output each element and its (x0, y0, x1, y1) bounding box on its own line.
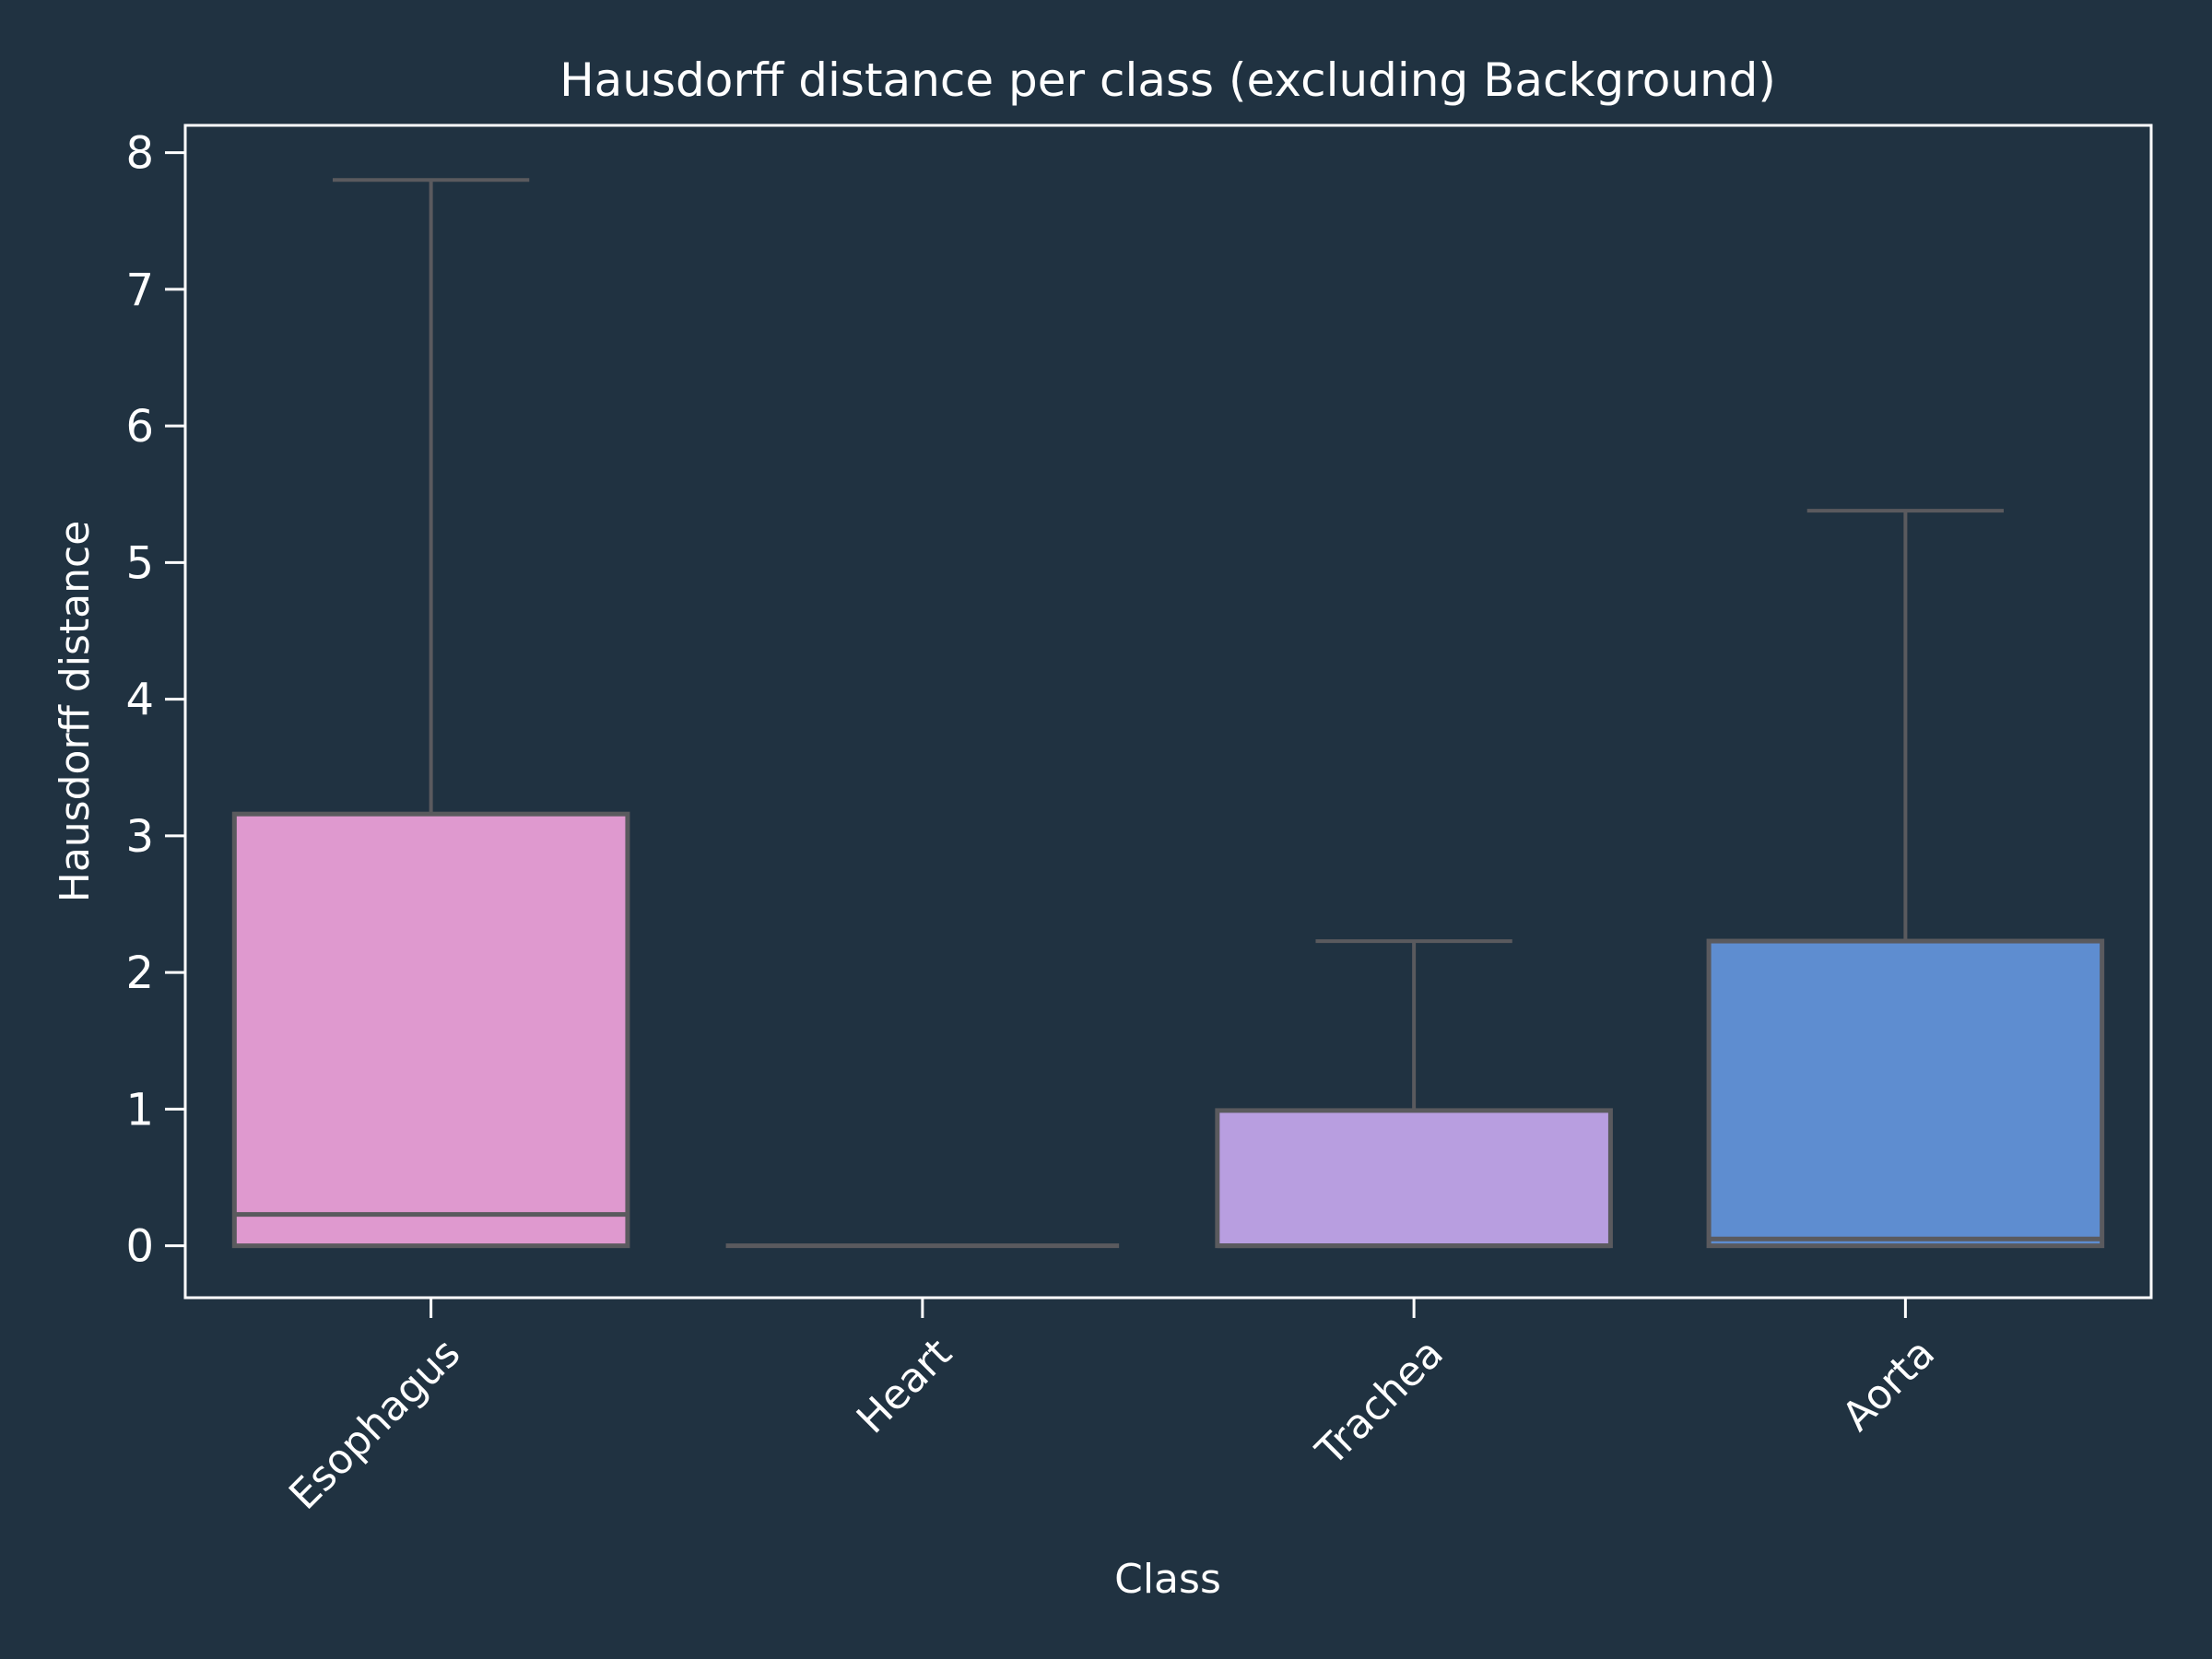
y-tick-label: 2 (125, 947, 154, 999)
y-tick-label: 4 (125, 675, 154, 726)
axes-frame (183, 124, 2153, 1300)
box-group-esophagus (231, 178, 630, 1249)
chart-title: Hausdorff distance per class (excluding … (559, 53, 1776, 107)
y-tick-label: 7 (125, 265, 154, 316)
box (1215, 1108, 1613, 1249)
box (231, 811, 630, 1249)
box-group-aorta (1706, 509, 2105, 1249)
y-tick-label: 5 (125, 537, 154, 589)
y-tick-label: 8 (125, 128, 154, 180)
box (1706, 938, 2105, 1249)
x-axis-label: Class (1114, 1556, 1221, 1603)
plot-layer (231, 178, 2105, 1249)
box-group-trachea (1215, 939, 1613, 1249)
y-tick-label: 3 (125, 811, 154, 863)
y-axis-label: Hausdorff distance (52, 521, 99, 903)
y-tick-label: 6 (125, 401, 154, 453)
y-tick-label: 0 (125, 1221, 154, 1273)
y-axis: 0 1 2 3 4 5 6 7 8 (125, 128, 185, 1273)
y-tick-label: 1 (125, 1084, 154, 1135)
